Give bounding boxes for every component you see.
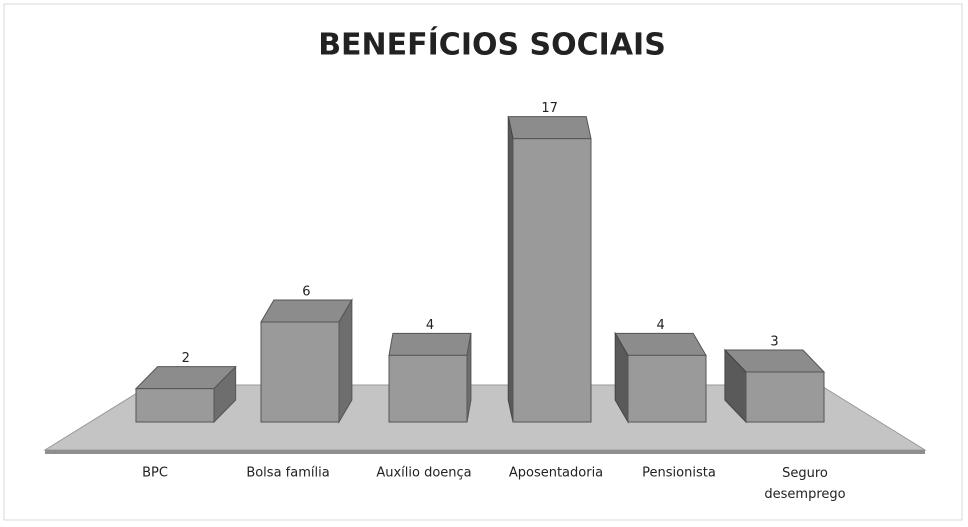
bar [507,116,592,423]
bar-front [745,371,825,423]
bar [388,332,472,423]
bar-top [507,116,592,140]
bar-front [512,138,592,423]
chart-title: BENEFÍCIOS SOCIAIS [318,27,666,63]
x-tick-label: Bolsa família [246,466,329,481]
floor-edge [45,450,925,454]
x-tick-label: Aposentadoria [509,466,603,481]
data-label: 2 [182,351,190,366]
bar-front [388,354,468,423]
bar-top [388,332,472,356]
bar-front [135,388,215,423]
x-tick-label: BPC [142,466,168,481]
data-label: 17 [541,101,558,116]
bar [614,331,707,424]
bar-front [627,354,707,423]
x-tick-label: Auxílio doença [376,466,471,481]
data-label: 4 [656,318,664,333]
data-label: 4 [426,318,434,333]
data-label: 6 [302,285,310,300]
bar [134,365,237,424]
bar [723,348,826,424]
bar-side [507,116,514,423]
bar [260,298,353,424]
data-label: 3 [770,335,778,350]
x-tick-label: Seguro desemprego [764,466,845,502]
bar-front [260,321,340,423]
bar-side [338,298,353,424]
bar-top [260,299,353,323]
x-tick-label: Pensionista [642,466,716,481]
bar-top [614,332,707,356]
